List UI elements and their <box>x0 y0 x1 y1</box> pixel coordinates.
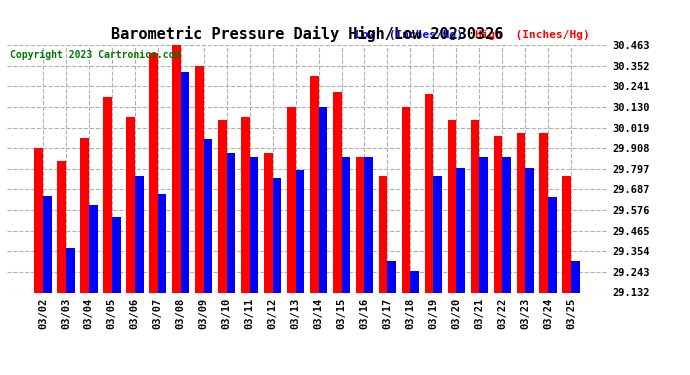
Bar <box>112 217 121 292</box>
Bar <box>195 66 204 292</box>
Bar <box>218 120 226 292</box>
Bar <box>241 117 250 292</box>
Bar <box>571 261 580 292</box>
Bar <box>319 107 327 292</box>
Bar <box>158 194 166 292</box>
Bar <box>126 117 135 292</box>
Bar <box>402 107 411 292</box>
Bar <box>250 157 258 292</box>
Bar <box>471 120 480 292</box>
Bar <box>502 157 511 292</box>
Bar <box>264 153 273 292</box>
Text: Low  (Inches/Hg): Low (Inches/Hg) <box>355 30 463 40</box>
Bar <box>204 138 213 292</box>
Bar <box>273 178 282 292</box>
Bar <box>424 94 433 292</box>
Bar <box>562 176 571 292</box>
Bar <box>181 72 190 292</box>
Bar <box>456 168 465 292</box>
Bar <box>89 206 97 292</box>
Bar <box>388 261 396 292</box>
Bar <box>549 197 557 292</box>
Bar <box>226 153 235 292</box>
Bar <box>135 176 144 292</box>
Bar <box>149 53 158 292</box>
Bar <box>493 136 502 292</box>
Bar <box>448 120 456 292</box>
Text: Copyright 2023 Cartronics.com: Copyright 2023 Cartronics.com <box>10 50 180 60</box>
Bar <box>480 157 488 292</box>
Bar <box>34 148 43 292</box>
Bar <box>525 168 534 292</box>
Bar <box>66 248 75 292</box>
Bar <box>43 196 52 292</box>
Bar <box>287 107 295 292</box>
Bar <box>295 170 304 292</box>
Bar <box>356 157 364 292</box>
Bar <box>411 270 419 292</box>
Bar <box>364 157 373 292</box>
Text: High  (Inches/Hg): High (Inches/Hg) <box>475 30 590 40</box>
Bar <box>433 176 442 292</box>
Bar <box>540 133 549 292</box>
Bar <box>333 92 342 292</box>
Bar <box>517 133 525 292</box>
Bar <box>379 176 388 292</box>
Title: Barometric Pressure Daily High/Low 20230326: Barometric Pressure Daily High/Low 20230… <box>111 27 503 42</box>
Bar <box>172 45 181 292</box>
Bar <box>310 76 319 292</box>
Bar <box>103 96 112 292</box>
Bar <box>342 157 351 292</box>
Bar <box>80 138 89 292</box>
Bar <box>57 161 66 292</box>
